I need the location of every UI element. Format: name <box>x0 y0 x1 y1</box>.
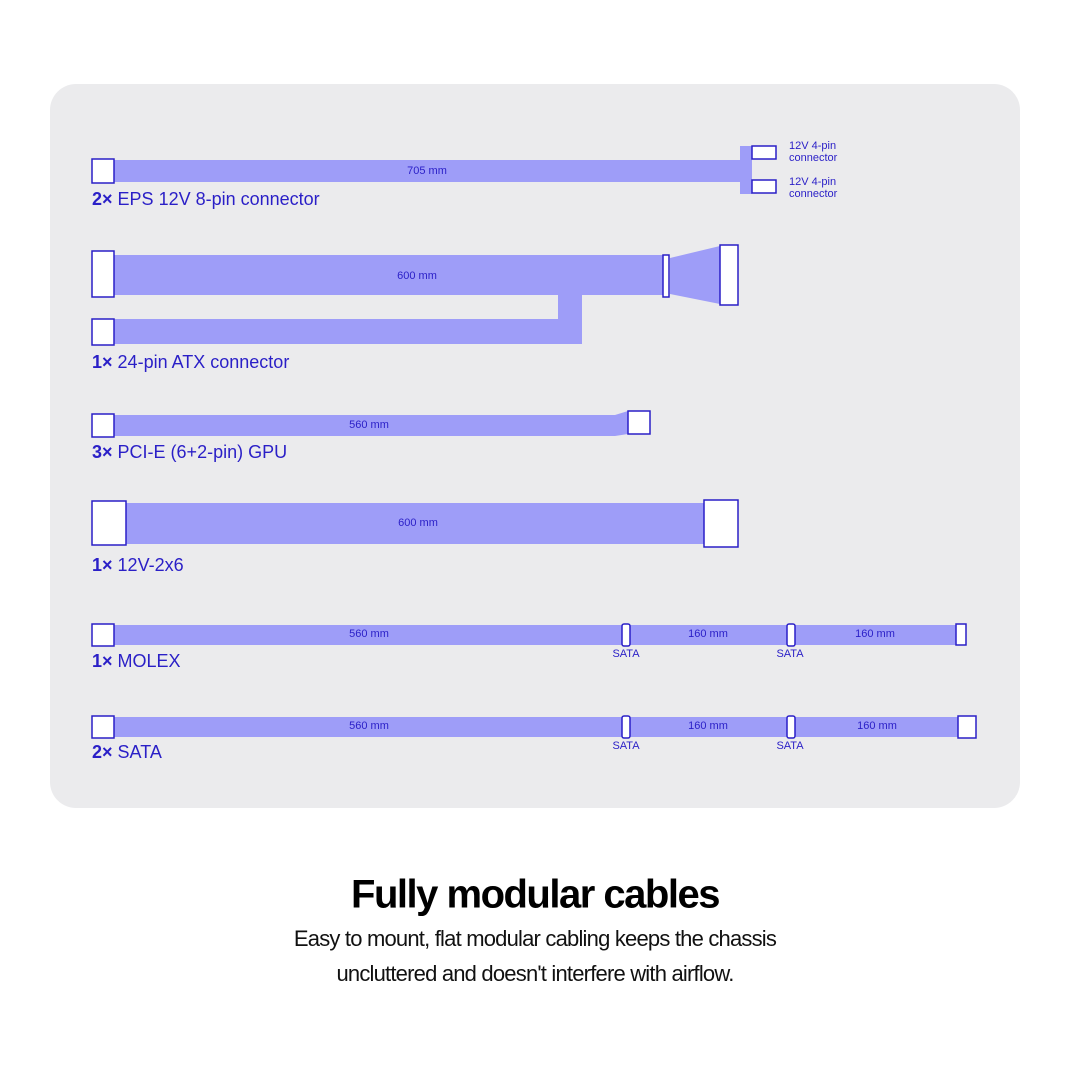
footer-line: uncluttered and doesn't interfere with a… <box>336 961 733 986</box>
connector <box>627 410 651 435</box>
connector <box>786 715 796 739</box>
cable-atx: 600 mm 1× 24-pin ATX connector <box>91 244 739 372</box>
cable-body <box>114 717 958 737</box>
tap-label: SATA <box>612 648 640 660</box>
cable-body <box>558 295 582 344</box>
connector <box>91 413 115 438</box>
connector <box>751 145 777 160</box>
text: 24-pin ATX connector <box>118 352 290 372</box>
cable-body <box>670 246 720 304</box>
connector <box>91 158 115 184</box>
cable-title: 1× 24-pin ATX connector <box>92 352 289 372</box>
tap-label: SATA <box>776 648 804 660</box>
connector <box>786 623 796 647</box>
length: 160 mm <box>688 628 728 640</box>
length: 560 mm <box>349 720 389 732</box>
branch-label: 12V 4-pin <box>789 140 836 152</box>
length: 560 mm <box>349 419 389 431</box>
branch-label: connector <box>789 152 838 164</box>
cable-body <box>114 411 628 436</box>
cable-title: 3× PCI-E (6+2-pin) GPU <box>92 442 287 462</box>
connector <box>621 715 631 739</box>
cable-molex: 560 mm 160 mm 160 mm SATA SATA 1× MOLEX <box>91 623 967 671</box>
text: SATA <box>118 742 162 762</box>
connector <box>955 623 967 646</box>
length: 600 mm <box>397 270 437 282</box>
cable-body <box>114 625 958 645</box>
cable-sata: 560 mm 160 mm 160 mm SATA SATA 2× SATA <box>91 715 977 762</box>
branch-label: 12V 4-pin <box>789 176 836 188</box>
text: 1× <box>92 555 113 575</box>
text: 3× <box>92 442 113 462</box>
text: PCI-E (6+2-pin) GPU <box>118 442 288 462</box>
cable-eps: 705 mm 12V 4-pin connector 12V 4-pin con… <box>91 140 838 209</box>
connector <box>91 318 115 346</box>
text: 2× <box>92 189 113 209</box>
cable-title: 2× EPS 12V 8-pin connector <box>92 189 320 209</box>
text: 1× <box>92 352 113 372</box>
text: 2× <box>92 742 113 762</box>
connector <box>957 715 977 739</box>
cable-body <box>114 160 740 182</box>
connector <box>91 500 127 546</box>
cable-title: 1× MOLEX <box>92 651 181 671</box>
connector <box>91 250 115 298</box>
length: 160 mm <box>688 720 728 732</box>
length: 160 mm <box>857 720 897 732</box>
cable-title: 2× SATA <box>92 742 162 762</box>
text: EPS 12V 8-pin connector <box>118 189 320 209</box>
length: 600 mm <box>398 517 438 529</box>
cable-body <box>126 503 705 544</box>
tap-label: SATA <box>612 740 640 752</box>
connector <box>621 623 631 647</box>
footer-line: Easy to mount, flat modular cabling keep… <box>294 926 777 951</box>
connector <box>751 179 777 194</box>
length: 160 mm <box>855 628 895 640</box>
cable-12v2x6: 600 mm 1× 12V-2x6 <box>91 499 739 575</box>
connector <box>662 254 670 298</box>
footer-title: Fully modular cables <box>351 873 719 917</box>
length: 560 mm <box>349 628 389 640</box>
text: 1× <box>92 651 113 671</box>
connector <box>91 623 115 647</box>
branch-label: connector <box>789 188 838 200</box>
cable-body <box>114 255 665 295</box>
cable-title: 1× 12V-2x6 <box>92 555 184 575</box>
cable-body <box>114 319 582 344</box>
connector <box>719 244 739 306</box>
text: MOLEX <box>118 651 181 671</box>
connector <box>91 715 115 739</box>
cable-pcie: 560 mm 3× PCI-E (6+2-pin) GPU <box>91 410 651 462</box>
length: 705 mm <box>407 165 447 177</box>
tap-label: SATA <box>776 740 804 752</box>
connector <box>703 499 739 548</box>
cable-body <box>740 146 752 194</box>
text: 12V-2x6 <box>118 555 184 575</box>
